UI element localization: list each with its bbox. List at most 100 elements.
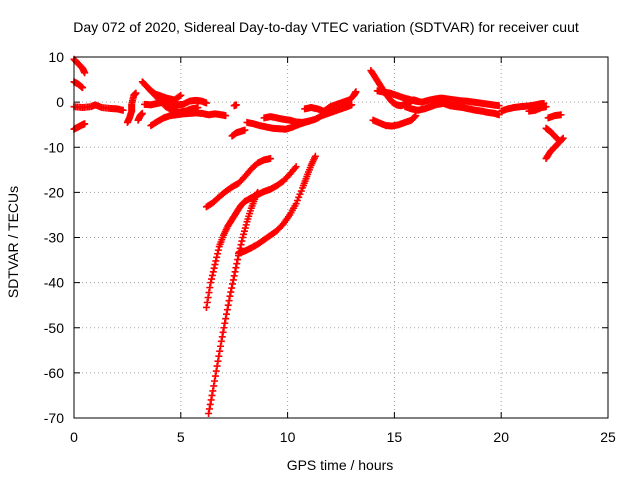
data-point	[177, 91, 185, 99]
data-point	[209, 387, 217, 395]
x-tick-label: 20	[493, 429, 509, 445]
data-point	[311, 152, 319, 160]
series-arc28	[542, 124, 563, 144]
series-arc20	[367, 67, 422, 110]
y-tick-label: 10	[48, 49, 64, 65]
data-point	[214, 357, 222, 365]
data-point	[217, 342, 225, 350]
series-arc4	[70, 101, 127, 114]
data-point	[202, 99, 210, 107]
series-arc23	[401, 99, 503, 119]
data-point	[232, 101, 240, 109]
data-point	[240, 230, 248, 238]
data-point	[292, 200, 300, 208]
data-point	[229, 276, 237, 284]
data-point	[222, 315, 230, 323]
data-point	[206, 284, 214, 292]
data-point	[223, 306, 231, 314]
data-point	[242, 221, 250, 229]
x-tick-label: 10	[280, 429, 296, 445]
data-point	[226, 292, 234, 300]
x-tick-label: 5	[177, 429, 185, 445]
y-tick-label: -60	[44, 365, 64, 381]
data-point	[217, 337, 225, 345]
series-arc11	[230, 101, 240, 110]
data-point	[411, 113, 419, 121]
series-arc19	[234, 152, 319, 257]
y-tick-label: -40	[44, 275, 64, 291]
data-point	[222, 112, 230, 120]
data-point	[230, 272, 238, 280]
data-point	[207, 396, 215, 404]
x-tick-label: 0	[70, 429, 78, 445]
x-axis-label: GPS time / hours	[287, 457, 394, 473]
data-point	[228, 280, 236, 288]
data-point	[348, 101, 356, 109]
y-tick-label: -10	[44, 139, 64, 155]
series-arc1	[70, 55, 89, 77]
x-tick-label: 15	[387, 429, 403, 445]
data-point	[212, 367, 220, 375]
data-point	[227, 288, 235, 296]
data-point	[557, 111, 565, 119]
series-arc27	[542, 134, 567, 163]
data-point	[297, 187, 305, 195]
data-point	[241, 224, 249, 232]
series-arc6	[134, 109, 146, 124]
data-point	[231, 268, 239, 276]
data-point	[205, 405, 213, 413]
data-point	[267, 155, 275, 163]
series-arc22	[373, 87, 503, 110]
data-point	[232, 264, 240, 272]
series-arc26	[544, 111, 565, 122]
data-point	[225, 297, 233, 305]
data-point	[214, 250, 222, 258]
data-point	[412, 112, 420, 120]
data-point	[224, 301, 232, 309]
data-point	[296, 190, 304, 198]
data-point	[209, 268, 217, 276]
series-arc14	[260, 101, 356, 126]
data-point	[254, 188, 262, 196]
y-tick-label: -70	[44, 410, 64, 426]
data-point	[202, 303, 210, 311]
data-point	[119, 106, 127, 114]
data-point	[213, 362, 221, 370]
series-arc16	[202, 155, 275, 211]
data-point	[233, 260, 241, 268]
data-point	[228, 284, 236, 292]
data-point	[218, 333, 226, 341]
y-tick-label: -30	[44, 230, 64, 246]
y-tick-label: -50	[44, 320, 64, 336]
series-arc2	[70, 78, 87, 92]
data-point	[495, 111, 503, 119]
series-arc10	[147, 109, 230, 130]
data-point	[559, 134, 567, 142]
data-point	[223, 310, 231, 318]
y-axis-label: SDTVAR / TECUs	[5, 186, 21, 298]
series-arc18	[205, 188, 262, 417]
data-point	[206, 400, 214, 408]
data-point	[239, 234, 247, 241]
data-point	[238, 237, 246, 245]
series-arc15	[301, 88, 360, 115]
data-point	[352, 88, 360, 96]
data-point	[215, 352, 223, 360]
plot-frame	[73, 56, 609, 419]
data-point	[216, 347, 224, 355]
series-arc5	[123, 89, 140, 126]
data-point	[176, 92, 184, 100]
data-point	[240, 227, 248, 235]
y-tick-label: 0	[56, 94, 64, 110]
data-point	[205, 289, 213, 297]
data-point	[542, 103, 550, 111]
data-point	[211, 261, 219, 269]
data-point	[293, 196, 301, 204]
data-point	[205, 409, 213, 417]
data-point	[210, 264, 218, 272]
data-points	[70, 55, 567, 417]
data-point	[208, 271, 216, 279]
tick-labels: 0 5 10 15 20 25 -70 -60 -50 -40 -30 -20 -10 0 10	[44, 49, 616, 445]
data-point	[211, 372, 219, 380]
